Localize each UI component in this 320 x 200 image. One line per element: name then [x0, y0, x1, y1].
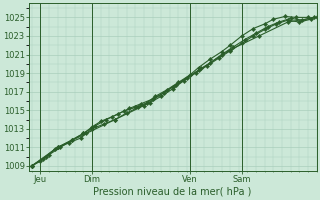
X-axis label: Pression niveau de la mer( hPa ): Pression niveau de la mer( hPa )	[93, 187, 252, 197]
